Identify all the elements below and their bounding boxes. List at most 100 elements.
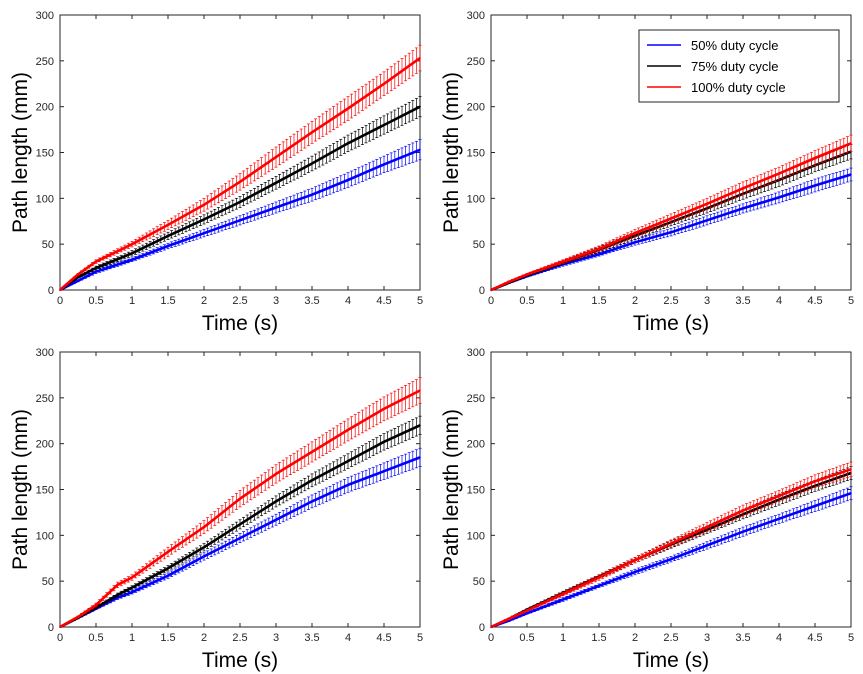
data-point [311, 451, 313, 453]
data-point [419, 424, 421, 427]
data-point [347, 142, 349, 145]
x-tick-label: 4.5 [376, 295, 391, 307]
data-point [167, 574, 169, 577]
y-tick-label: 150 [36, 148, 54, 160]
y-axis-label: Path length (mm) [440, 409, 463, 570]
y-tick-label: 150 [467, 485, 485, 497]
x-tick-label: 0 [488, 632, 494, 644]
data-point [239, 497, 241, 500]
data-point [562, 593, 564, 595]
data-point [562, 260, 564, 263]
data-point [347, 460, 349, 462]
x-tick-label: 5 [848, 295, 854, 307]
data-point [670, 542, 672, 545]
x-tick-label: 3 [273, 632, 279, 644]
data-point [311, 500, 313, 503]
data-point [383, 124, 385, 126]
x-tick-label: 3.5 [735, 295, 750, 307]
x-tick-label: 0.5 [519, 632, 534, 644]
data-point [598, 253, 600, 256]
legend-label-3: 100% duty cycle [691, 80, 786, 95]
y-tick-label: 0 [48, 285, 54, 297]
data-point [778, 196, 780, 199]
data-point [203, 546, 205, 549]
y-axis-label: Path length (mm) [440, 72, 463, 233]
data-point [526, 273, 528, 276]
data-point [634, 241, 636, 244]
data-point [598, 247, 600, 250]
x-axis-label: Time (s) [202, 312, 278, 335]
data-point [95, 270, 97, 273]
data-point [77, 616, 79, 618]
y-tick-label: 200 [36, 439, 54, 451]
y-tick-label: 150 [36, 485, 54, 497]
data-point [275, 473, 277, 475]
data-point [77, 280, 79, 282]
data-point [239, 201, 241, 203]
x-tick-label: 3.5 [735, 632, 750, 644]
data-point [850, 468, 852, 471]
data-point [706, 526, 708, 528]
data-point [77, 273, 79, 276]
series-line [490, 142, 852, 292]
data-point [167, 245, 169, 247]
data-point [419, 148, 421, 151]
data-point [347, 484, 349, 486]
x-tick-label: 3 [704, 632, 710, 644]
series-3 [59, 377, 422, 629]
x-tick-label: 1 [129, 632, 135, 644]
x-tick-label: 2.5 [663, 295, 678, 307]
y-axis-label: Path length (mm) [9, 72, 32, 233]
data-point [311, 479, 313, 482]
y-tick-label: 250 [467, 393, 485, 405]
x-tick-label: 2.5 [232, 295, 247, 307]
y-tick-label: 0 [479, 285, 485, 297]
data-point [59, 626, 61, 628]
legend: 50% duty cycle 75% duty cycle 100% duty cy… [638, 29, 840, 103]
x-tick-label: 0.5 [519, 295, 534, 307]
x-tick-label: 2 [201, 295, 207, 307]
x-tick-label: 1.5 [591, 295, 606, 307]
data-point [239, 219, 241, 222]
data-point [526, 609, 528, 612]
y-tick-label: 250 [36, 56, 54, 68]
x-tick-label: 4.5 [376, 632, 391, 644]
data-point [742, 207, 744, 210]
data-point [419, 456, 421, 459]
data-point [383, 163, 385, 166]
data-point [383, 408, 385, 410]
x-tick-label: 4 [776, 295, 782, 307]
data-point [383, 470, 385, 472]
data-point [95, 267, 97, 269]
y-tick-label: 100 [36, 530, 54, 542]
data-point [203, 526, 205, 528]
data-point [814, 157, 816, 159]
plot-area-frame [490, 351, 852, 628]
plot-area-frame [59, 14, 421, 291]
x-tick-label: 3.5 [304, 632, 319, 644]
data-point [275, 181, 277, 184]
data-point [116, 594, 119, 596]
data-point [167, 235, 169, 237]
x-tick-label: 4 [776, 632, 782, 644]
y-tick-label: 50 [473, 576, 485, 588]
x-tick-label: 5 [417, 295, 423, 307]
data-point [508, 617, 510, 620]
data-point [95, 606, 97, 609]
series-3 [59, 44, 422, 291]
y-tick-label: 200 [467, 102, 485, 114]
series-line [59, 57, 421, 291]
x-tick-label: 0 [57, 632, 63, 644]
data-point [814, 184, 816, 187]
y-tick-label: 0 [479, 622, 485, 634]
x-tick-label: 4 [345, 632, 351, 644]
data-point [598, 576, 600, 579]
data-point [167, 551, 169, 553]
y-tick-label: 50 [473, 239, 485, 251]
x-tick-label: 4 [345, 295, 351, 307]
data-point [311, 193, 313, 196]
data-point [116, 584, 119, 586]
series-line [490, 468, 852, 629]
data-point [598, 584, 600, 587]
